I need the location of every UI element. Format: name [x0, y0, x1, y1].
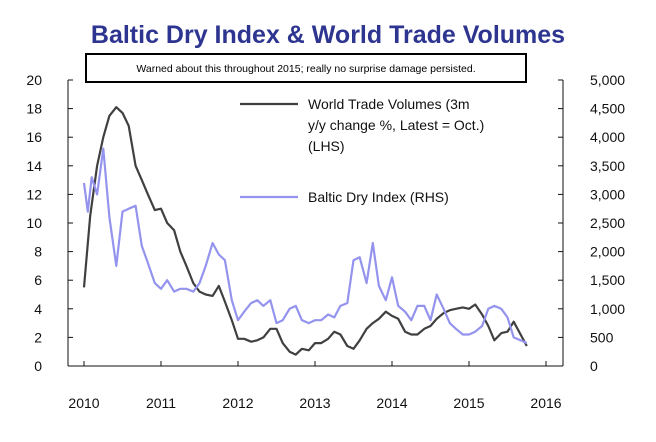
left-tick-label: 16	[26, 129, 42, 145]
annotation-text: Warned about this throughout 2015; reall…	[136, 63, 475, 75]
left-tick-label: 12	[26, 186, 42, 202]
x-tick-label: 2011	[146, 395, 176, 411]
left-tick-label: 4	[34, 301, 42, 317]
left-tick-label: 6	[34, 272, 42, 288]
left-tick-label: 8	[34, 244, 42, 260]
right-tick-label: 0	[590, 358, 598, 374]
left-tick-label: 14	[26, 158, 42, 174]
left-tick-label: 18	[26, 101, 42, 117]
right-tick-label: 4,500	[590, 101, 625, 117]
left-tick-label: 0	[34, 358, 42, 374]
x-tick-label: 2013	[299, 395, 330, 411]
chart-title: Baltic Dry Index & World Trade Volumes	[91, 21, 565, 49]
annotation-box	[85, 53, 527, 83]
baltic-dry-index-line	[82, 147, 528, 345]
left-tick-label: 10	[26, 215, 42, 231]
right-tick-label: 500	[590, 329, 614, 345]
legend-label: World Trade Volumes (3m	[308, 96, 470, 112]
x-tick-label: 2012	[222, 395, 253, 411]
x-tick-label: 2014	[376, 395, 407, 411]
right-tick-label: 4,000	[590, 129, 625, 145]
right-tick-label: 2,000	[590, 244, 625, 260]
right-tick-label: 2,500	[590, 215, 625, 231]
right-tick-label: 3,500	[590, 158, 625, 174]
left-tick-label: 20	[26, 72, 42, 88]
right-axis-ticks: 0 500 1,000 1,500 2,000 2,500 3,000 3,500 4,000 4…	[558, 72, 625, 374]
left-axis-ticks: 0 2 4 6 8 10 12 14 16 18 20	[26, 72, 73, 374]
x-tick-label: 2016	[530, 395, 561, 411]
legend-label: (LHS)	[308, 138, 345, 154]
right-tick-label: 5,000	[590, 72, 625, 88]
right-tick-label: 1,500	[590, 272, 625, 288]
left-tick-label: 2	[34, 329, 42, 345]
right-tick-label: 1,000	[590, 301, 625, 317]
series-lines	[82, 106, 528, 356]
legend-label: Baltic Dry Index (RHS)	[308, 189, 449, 205]
world-trade-volumes-line	[82, 106, 528, 356]
x-tick-label: 2015	[453, 395, 484, 411]
right-tick-label: 3,000	[590, 186, 625, 202]
x-axis-ticks: 2010 2011 2012 2013 2014 2015 2016	[68, 361, 562, 411]
legend-label: y/y change %, Latest = Oct.)	[308, 117, 484, 133]
x-tick-label: 2010	[68, 395, 99, 411]
legend: World Trade Volumes (3m y/y change %, Lat…	[240, 96, 484, 205]
